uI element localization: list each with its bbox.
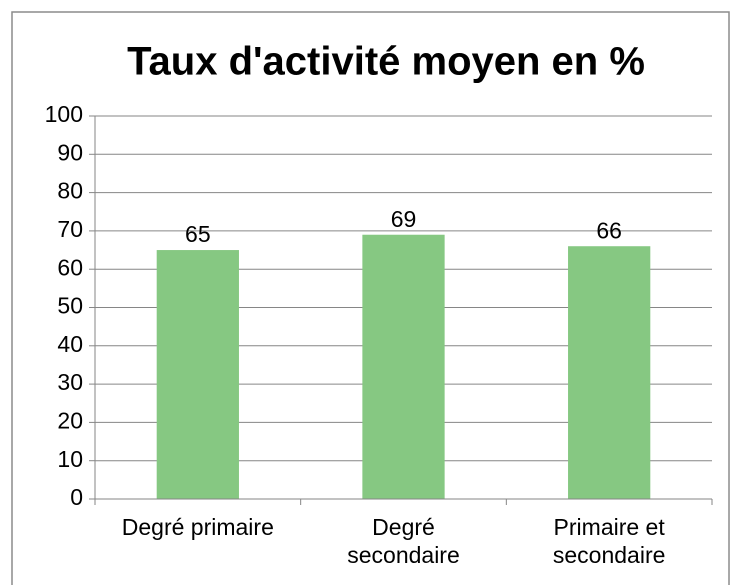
y-tick-label: 50 xyxy=(57,293,83,319)
bar xyxy=(362,234,445,500)
y-tick-label: 10 xyxy=(57,446,83,472)
y-tick-label: 0 xyxy=(70,484,83,510)
y-tick-label: 60 xyxy=(57,254,83,280)
y-tick-label: 20 xyxy=(57,407,83,433)
x-tick-label: Degré primaire xyxy=(121,514,274,540)
chart-title: Taux d'activité moyen en % xyxy=(127,40,645,84)
bar xyxy=(156,250,239,499)
y-tick-label: 90 xyxy=(57,139,83,165)
x-tick-label: Degré secondaire xyxy=(347,514,460,568)
y-tick-label: 30 xyxy=(57,369,83,395)
y-tick-label: 80 xyxy=(57,178,83,204)
y-tick-label: 100 xyxy=(45,101,83,127)
bar xyxy=(568,246,651,499)
data-label: 65 xyxy=(185,221,211,247)
data-label: 69 xyxy=(391,206,417,232)
data-label: 66 xyxy=(596,217,622,243)
y-tick-label: 70 xyxy=(57,216,83,242)
x-tick-label: Primaire et secondaire xyxy=(552,514,666,568)
y-tick-label: 40 xyxy=(57,331,83,357)
